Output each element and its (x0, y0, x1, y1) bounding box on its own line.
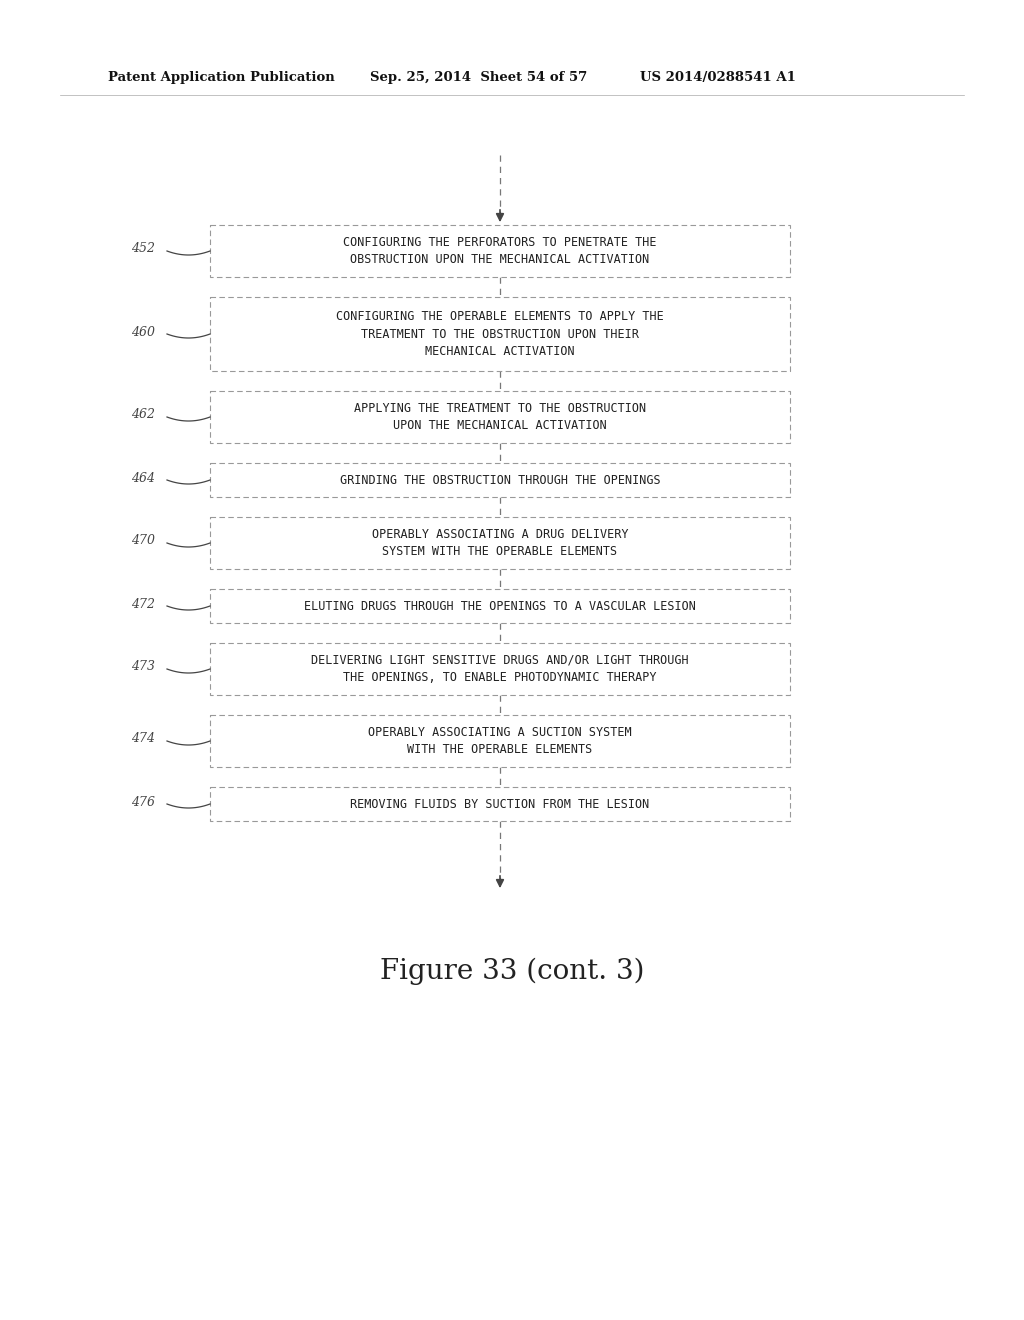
Text: Sep. 25, 2014  Sheet 54 of 57: Sep. 25, 2014 Sheet 54 of 57 (370, 71, 587, 84)
Text: US 2014/0288541 A1: US 2014/0288541 A1 (640, 71, 796, 84)
Text: GRINDING THE OBSTRUCTION THROUGH THE OPENINGS: GRINDING THE OBSTRUCTION THROUGH THE OPE… (340, 474, 660, 487)
Text: 473: 473 (131, 660, 155, 673)
Text: 476: 476 (131, 796, 155, 808)
Text: REMOVING FLUIDS BY SUCTION FROM THE LESION: REMOVING FLUIDS BY SUCTION FROM THE LESI… (350, 797, 649, 810)
Text: DELIVERING LIGHT SENSITIVE DRUGS AND/OR LIGHT THROUGH
THE OPENINGS, TO ENABLE PH: DELIVERING LIGHT SENSITIVE DRUGS AND/OR … (311, 653, 689, 684)
Text: 462: 462 (131, 408, 155, 421)
Text: OPERABLY ASSOCIATING A SUCTION SYSTEM
WITH THE OPERABLE ELEMENTS: OPERABLY ASSOCIATING A SUCTION SYSTEM WI… (369, 726, 632, 756)
Bar (210, 391, 790, 444)
Bar (210, 517, 790, 569)
Bar (210, 715, 790, 767)
Text: 452: 452 (131, 243, 155, 256)
Bar (210, 787, 790, 821)
Text: 464: 464 (131, 471, 155, 484)
Text: 472: 472 (131, 598, 155, 610)
Text: CONFIGURING THE PERFORATORS TO PENETRATE THE
OBSTRUCTION UPON THE MECHANICAL ACT: CONFIGURING THE PERFORATORS TO PENETRATE… (343, 236, 656, 267)
Text: APPLYING THE TREATMENT TO THE OBSTRUCTION
UPON THE MECHANICAL ACTIVATION: APPLYING THE TREATMENT TO THE OBSTRUCTIO… (354, 401, 646, 432)
Bar (210, 224, 790, 277)
Text: 470: 470 (131, 535, 155, 548)
Text: Patent Application Publication: Patent Application Publication (108, 71, 335, 84)
Text: OPERABLY ASSOCIATING A DRUG DELIVERY
SYSTEM WITH THE OPERABLE ELEMENTS: OPERABLY ASSOCIATING A DRUG DELIVERY SYS… (372, 528, 629, 558)
Text: 474: 474 (131, 733, 155, 746)
Text: Figure 33 (cont. 3): Figure 33 (cont. 3) (380, 957, 644, 985)
Bar (210, 297, 790, 371)
Text: 460: 460 (131, 326, 155, 338)
Text: ELUTING DRUGS THROUGH THE OPENINGS TO A VASCULAR LESION: ELUTING DRUGS THROUGH THE OPENINGS TO A … (304, 599, 696, 612)
Bar (210, 589, 790, 623)
Bar (210, 463, 790, 498)
Bar (210, 643, 790, 696)
Text: CONFIGURING THE OPERABLE ELEMENTS TO APPLY THE
TREATMENT TO THE OBSTRUCTION UPON: CONFIGURING THE OPERABLE ELEMENTS TO APP… (336, 310, 664, 358)
